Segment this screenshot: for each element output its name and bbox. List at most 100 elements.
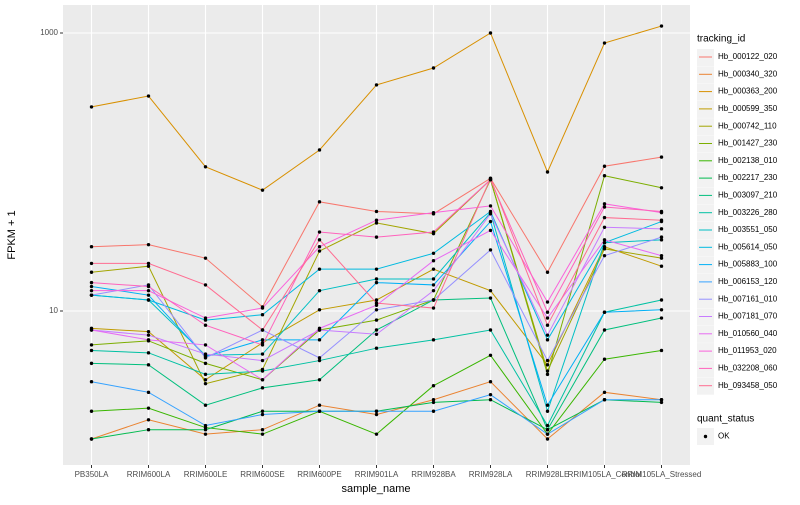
data-point	[545, 427, 550, 432]
data-point	[89, 288, 94, 293]
data-point	[374, 409, 379, 413]
data-point	[89, 245, 94, 249]
data-point	[374, 301, 379, 305]
data-point	[545, 423, 550, 428]
data-point	[203, 256, 208, 260]
data-point	[260, 352, 265, 356]
data-point	[488, 204, 493, 208]
data-point	[146, 264, 151, 268]
data-point	[260, 306, 265, 310]
data-point	[203, 361, 208, 366]
data-point	[146, 242, 151, 247]
data-point	[260, 386, 265, 390]
data-point	[317, 288, 322, 293]
data-point	[89, 361, 94, 366]
data-point	[431, 283, 436, 287]
y-axis-title: FPKM + 1	[6, 210, 18, 259]
data-point	[317, 245, 322, 249]
x-tick-label: RRIM600PE	[297, 470, 341, 479]
data-point	[374, 346, 379, 350]
data-point	[317, 326, 322, 331]
data-point	[374, 209, 379, 214]
data-point	[431, 409, 436, 413]
x-tick-label: PB350LA	[75, 470, 109, 479]
data-point	[659, 253, 664, 258]
data-point	[146, 288, 151, 293]
data-point	[659, 218, 664, 222]
data-point	[374, 318, 379, 322]
data-point	[488, 176, 493, 181]
data-point	[203, 403, 208, 407]
data-point	[260, 412, 265, 417]
data-point	[431, 398, 436, 402]
data-point	[203, 378, 208, 382]
data-point	[545, 437, 550, 441]
data-point	[431, 267, 436, 271]
data-point	[602, 238, 607, 242]
legend-label: Hb_002138_010	[718, 156, 778, 165]
data-point	[488, 288, 493, 293]
data-point	[89, 284, 94, 289]
data-point	[374, 277, 379, 281]
legend-label: Hb_000742_110	[718, 121, 777, 130]
x-tick-label: RRIM901LA	[355, 470, 399, 479]
legend: tracking_id Hb_000122_020 Hb_000340_320 Hb_…	[697, 34, 778, 445]
legend-point	[703, 434, 708, 439]
data-point	[431, 230, 436, 234]
data-point	[146, 418, 151, 422]
data-point	[374, 328, 379, 332]
data-point	[89, 105, 94, 109]
data-point	[374, 218, 379, 222]
data-point	[317, 230, 322, 234]
data-point	[602, 390, 607, 395]
data-point	[659, 235, 664, 239]
data-point	[374, 298, 379, 302]
legend-label: Hb_032208_060	[718, 364, 778, 373]
data-point	[602, 215, 607, 220]
data-point	[431, 338, 436, 342]
data-point	[89, 343, 94, 347]
data-point	[602, 202, 607, 206]
data-point	[545, 310, 550, 314]
data-point	[659, 256, 664, 260]
data-point	[203, 423, 208, 428]
data-point	[602, 357, 607, 361]
y-tick-label: 1000	[40, 28, 58, 37]
data-point	[431, 251, 436, 256]
data-point	[545, 300, 550, 304]
legend-label: Hb_002217_230	[718, 173, 778, 182]
data-point	[659, 238, 664, 242]
data-point	[545, 338, 550, 342]
points	[89, 24, 664, 441]
data-point	[431, 298, 436, 302]
data-point	[545, 170, 550, 174]
data-point	[260, 188, 265, 192]
data-point	[89, 380, 94, 384]
data-point	[146, 351, 151, 355]
data-point	[374, 308, 379, 312]
legend-label: Hb_006153_120	[718, 277, 778, 286]
data-point	[374, 267, 379, 271]
data-point	[659, 24, 664, 28]
data-point	[146, 284, 151, 289]
data-point	[545, 409, 550, 413]
data-point	[602, 328, 607, 332]
x-tick-label: RRIM600LA	[127, 470, 171, 479]
data-point	[602, 174, 607, 178]
data-point	[431, 277, 436, 281]
legend-label: Hb_003097_210	[718, 191, 778, 200]
data-point	[203, 283, 208, 287]
data-point	[545, 363, 550, 367]
data-point	[260, 432, 265, 436]
data-point	[545, 316, 550, 320]
data-point	[602, 205, 607, 209]
legend-title: tracking_id	[697, 34, 745, 45]
data-point	[545, 270, 550, 274]
data-point	[146, 390, 151, 395]
data-point	[146, 329, 151, 334]
data-point	[602, 164, 607, 168]
data-point	[317, 200, 322, 204]
legend-label: Hb_000599_350	[718, 104, 778, 113]
data-point	[203, 316, 208, 320]
data-point	[488, 380, 493, 384]
